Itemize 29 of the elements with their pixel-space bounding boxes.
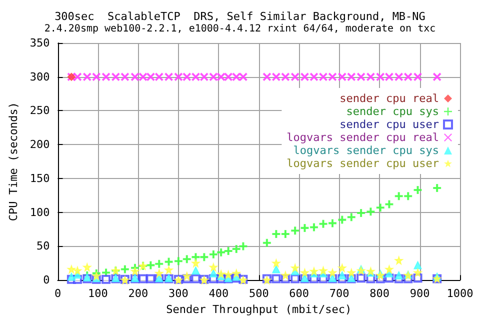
y-tick-label: 300 (30, 70, 50, 84)
x-tick-label: 700 (329, 287, 350, 300)
x-tick-label: 300 (168, 287, 188, 300)
x-tick-label: 500 (248, 287, 269, 300)
y-tick-label: 350 (30, 36, 50, 50)
x-tick-label: 600 (289, 287, 310, 300)
x-tick-label: 900 (410, 287, 430, 300)
legend-label: sender cpu sys (346, 105, 439, 118)
x-tick-label: 400 (208, 287, 229, 300)
legend-label: logvars sender cpu user (286, 157, 440, 170)
x-tick-label: 0 (54, 287, 62, 300)
x-tick-label: 1000 (446, 287, 474, 300)
x-axis-title: Sender Throughput (mbit/sec) (166, 303, 352, 316)
x-tick-label: 800 (370, 287, 390, 300)
chart-subtitle: 2.4.20smp web100-2.2.1, e1000-4.4.12 rxint 64/64, moderate on txc (44, 24, 436, 34)
y-tick-label: 250 (30, 104, 50, 118)
y-tick-label: 150 (30, 172, 50, 185)
y-tick-label: 200 (30, 138, 50, 152)
legend-label: sender cpu real (340, 92, 439, 105)
y-axis-title: CPU Time (seconds) (7, 102, 20, 222)
legend-label: logvars sender cpu real (286, 131, 439, 144)
legend-label: sender cpu user (340, 118, 440, 131)
y-tick-label: 0 (43, 274, 50, 287)
x-tick-label: 100 (88, 287, 108, 300)
y-tick-label: 100 (30, 206, 50, 219)
y-tick-label: 50 (36, 240, 50, 253)
x-tick-label: 200 (128, 287, 148, 300)
legend-label: logvars sender cpu sys (293, 144, 439, 157)
chart-title: 300sec ScalableTCP DRS, Self Similar Background, MB-NG (54, 10, 426, 23)
